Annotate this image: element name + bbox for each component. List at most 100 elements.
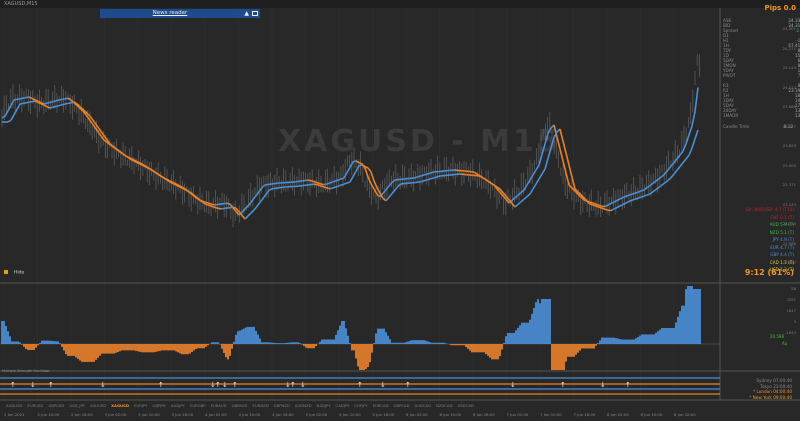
slow-ma-line [67, 102, 72, 105]
fast-ma-line [46, 101, 51, 104]
symbol-tab[interactable]: USDCAD [457, 403, 474, 408]
fast-ma-line [37, 100, 42, 104]
signal-arrow-icon: ↓ [285, 381, 291, 389]
fast-ma-line [253, 193, 258, 199]
symbol-tab[interactable]: GBPAUD [231, 403, 248, 408]
slow-ma-line [28, 100, 33, 103]
fast-ma-line [625, 194, 630, 198]
symbol-tab[interactable]: GBPCAD [393, 403, 410, 408]
slow-ma-line [517, 201, 522, 206]
signal-arrows: ↑ ↓ ↑ ↓ ↑ ↓ ↑ ↓ ↑ ↓ ↑ ↓ ↑ ↓ ↑ ↓ ↑ ↓ ↑ [0, 377, 720, 395]
session-name: * New York [749, 394, 774, 400]
fast-ma-line [346, 166, 351, 173]
info-row: 1MADR 132 [723, 113, 800, 118]
slow-ma-line [82, 108, 87, 113]
info-row-value: 79 [797, 73, 800, 78]
symbol-tab[interactable]: GBPUSD [48, 403, 65, 408]
fast-ma-line [529, 174, 534, 181]
slow-ma-line [355, 165, 360, 172]
symbol-tab[interactable]: EURUSD [27, 403, 44, 408]
symbol-tab[interactable]: GBPJPY [152, 403, 166, 408]
fast-ma-line [427, 172, 432, 175]
fast-ma-line [349, 161, 354, 168]
fast-ma-line [352, 160, 357, 163]
slow-ma-line [358, 164, 363, 167]
fast-ma-line [502, 195, 507, 200]
symbol-tab[interactable]: NZDJPY [316, 403, 331, 408]
info-row-value: 85 [797, 48, 800, 53]
info-row: YDAY 13 [723, 68, 800, 73]
slow-ma-line [682, 158, 687, 164]
fast-ma-line [664, 169, 669, 175]
osc-axis-label: 58 [791, 286, 796, 291]
symbol-tab[interactable]: AUDNZD [294, 403, 312, 408]
osc-axis-label: -1643 [784, 330, 796, 335]
symbol-tab[interactable]: CHFJPY [354, 403, 368, 408]
slow-ma-line [628, 199, 633, 203]
hide-button[interactable]: Hide [4, 270, 24, 276]
fast-ma-line [256, 189, 261, 195]
slow-ma-line [64, 102, 69, 105]
fast-ma-line [676, 154, 681, 160]
symbol-tab[interactable]: CADJPY [335, 403, 350, 408]
slow-ma-line [13, 109, 18, 116]
fast-ma-line [202, 200, 207, 204]
slow-ma-line [97, 126, 102, 132]
symbol-tab[interactable]: EURGBP [189, 403, 206, 408]
osc-value-2: Aa [782, 341, 788, 346]
slow-ma-line [337, 184, 342, 187]
symbol-tab[interactable]: EURJPY [134, 403, 148, 408]
hide-square-icon[interactable] [4, 270, 8, 274]
fast-ma-line [343, 172, 348, 179]
info-row-label: YDAY [723, 68, 734, 73]
symbol-tab[interactable]: AUDJPY [170, 403, 185, 408]
symbol-tab[interactable]: EURAUD [210, 403, 227, 408]
window-restore-icon[interactable] [252, 10, 258, 16]
slow-ma-line [175, 184, 180, 188]
slow-ma-line [640, 195, 645, 198]
slow-ma-line [34, 100, 39, 104]
symbol-tab[interactable]: GBPNZD [273, 403, 290, 408]
symbol-tab[interactable]: XAGUSD [111, 403, 130, 408]
slow-ma-line [502, 192, 507, 197]
fast-ma-line [574, 190, 579, 195]
fast-ma-line [553, 124, 558, 138]
symbol-tab[interactable]: USD_JPY [69, 403, 85, 408]
news-reader-label[interactable]: News reader [152, 10, 188, 16]
symbol-tab[interactable]: XAUUSD [89, 403, 107, 408]
slow-ma-line [580, 194, 585, 199]
news-reader-bar[interactable]: News reader ▲ [100, 9, 260, 18]
moving-average-lines [1, 87, 699, 220]
symbol-tab[interactable]: EURCAD [372, 403, 389, 408]
fast-ma-line [595, 203, 600, 207]
symbol-tab[interactable]: AUDUSD [6, 403, 23, 408]
slow-ma-line [553, 131, 558, 138]
hide-label[interactable]: Hide [14, 270, 25, 276]
fast-ma-line [475, 172, 480, 176]
currency-strength-item: Str. XAGUSD: 4.7 (T15) [745, 207, 794, 212]
symbol-tab[interactable]: AUDCAD [414, 403, 432, 408]
slow-ma-line [616, 205, 621, 209]
slow-ma-line [202, 201, 207, 206]
slow-ma-line [88, 114, 93, 120]
info-row-value: 176 [795, 103, 800, 108]
fast-ma-line [319, 182, 324, 186]
slow-ma-line [595, 205, 600, 208]
fast-ma-line [88, 118, 93, 124]
collapse-arrow-icon[interactable]: ▲ [244, 10, 249, 17]
info-row-label: TDY [723, 48, 732, 53]
info-row: BID 24.318 [723, 23, 800, 28]
fast-ma-line [547, 127, 552, 134]
slow-ma-line [505, 195, 510, 201]
symbol-tab[interactable]: EURNZD [252, 403, 269, 408]
slow-ma-line [613, 206, 618, 210]
slow-ma-line [478, 175, 483, 179]
info-row-label: R2 [723, 88, 729, 93]
time-axis-label: 7 Jun 10:00 [540, 412, 562, 417]
symbol-tab[interactable]: NZDCAD [436, 403, 453, 408]
slow-ma-line [214, 206, 219, 210]
fast-ma-line [211, 203, 216, 206]
fast-ma-line [331, 180, 336, 183]
time-axis-label: 6 Jun 18:00 [473, 412, 495, 417]
